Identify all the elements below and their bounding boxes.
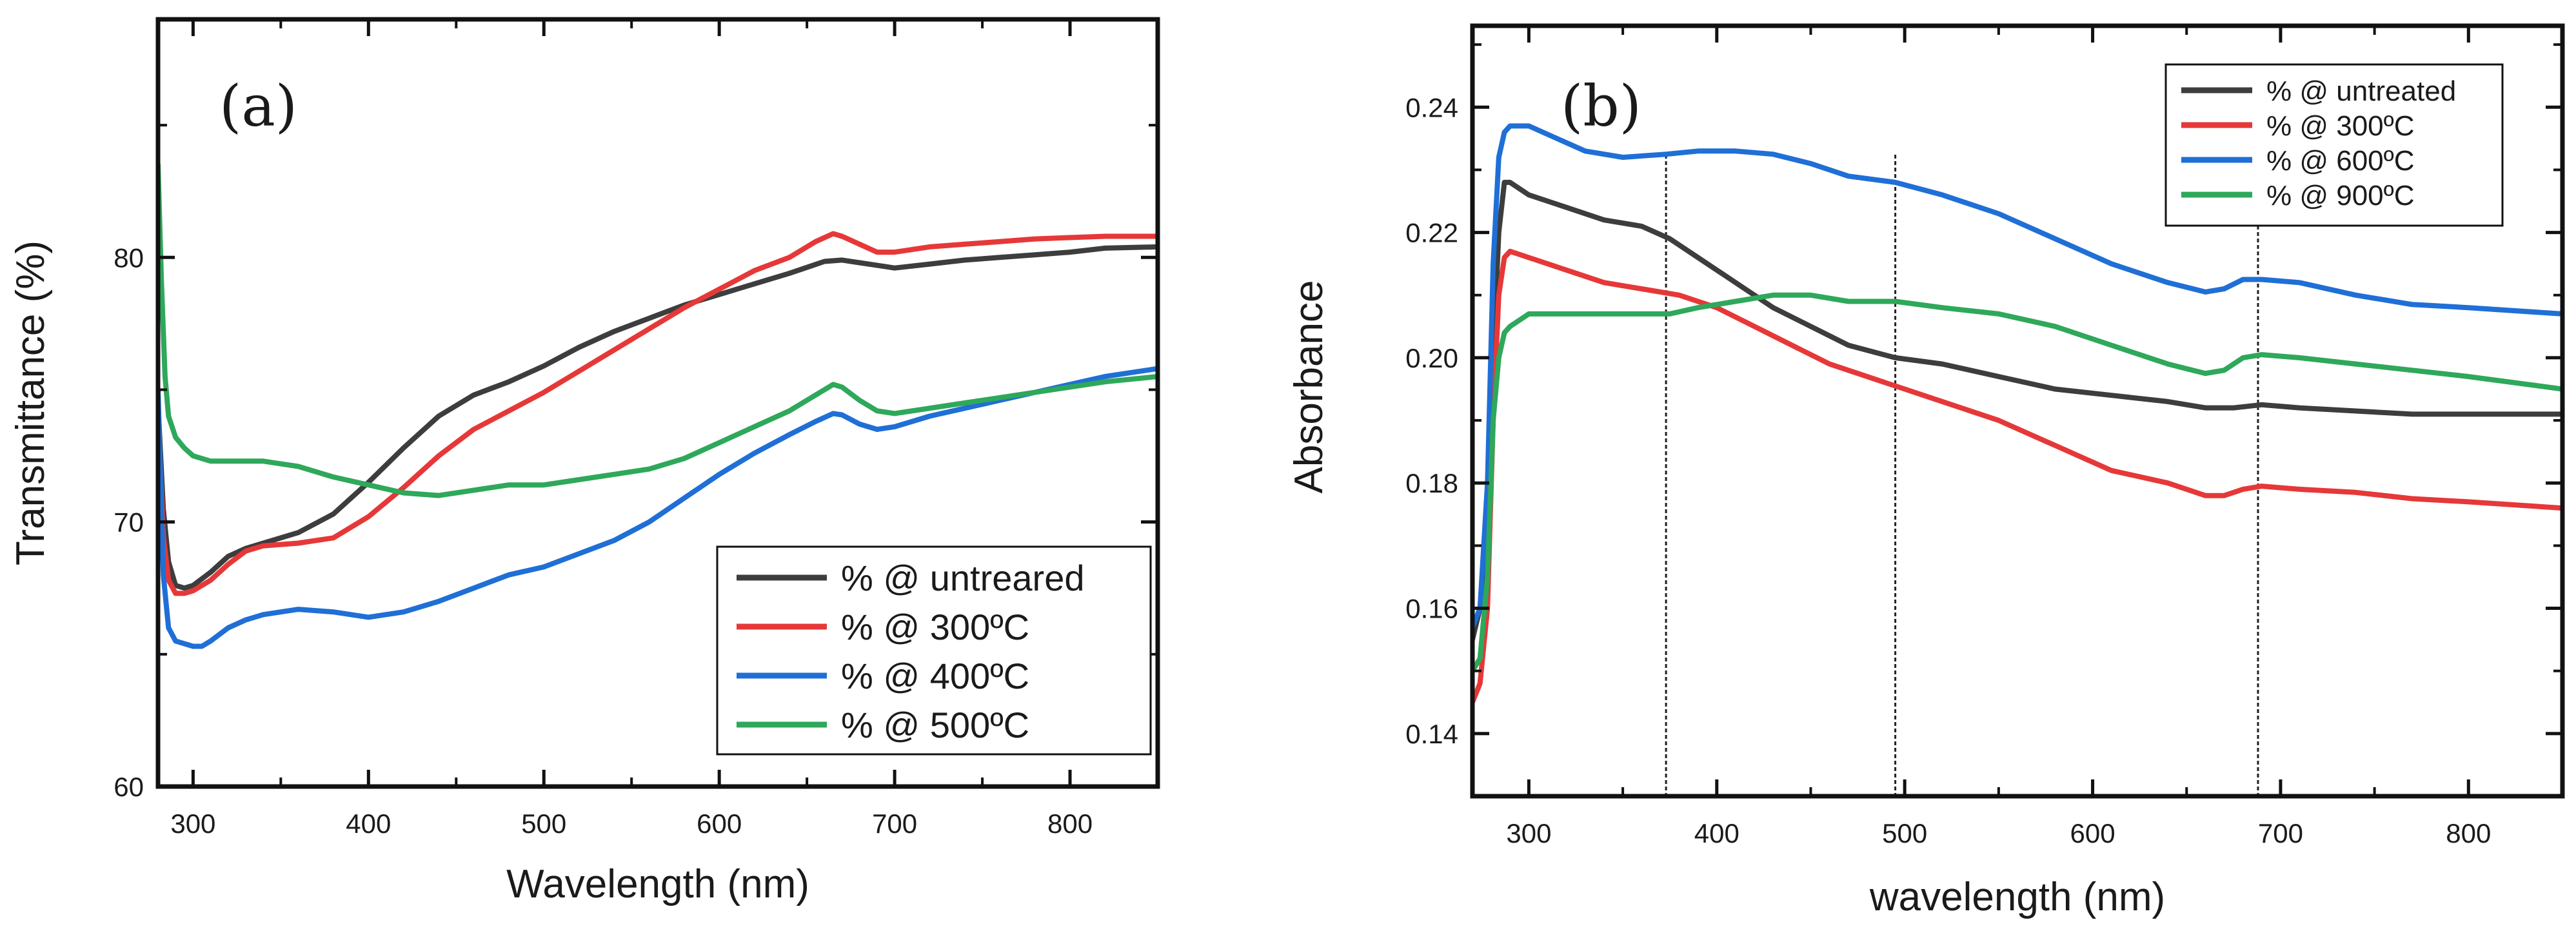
panel-a-y-tick-label: 80 — [114, 242, 144, 273]
panel-b: 300 400 500 600 700 800 0.14 0.16 0.18 0.20 0.22 0.… — [1287, 23, 2565, 919]
panel-b-ylabel: Absorbance — [1287, 280, 1331, 494]
panel-a-series-line-1 — [158, 244, 1158, 591]
panel-a-x-tick-label: 700 — [872, 808, 917, 839]
panel-b-legend: % @ untreated% @ 300ºC% @ 600ºC% @ 900ºC — [2165, 63, 2504, 227]
panel-b-plot-area — [1472, 123, 2562, 796]
panel-b-series-line-3 — [1472, 123, 2562, 630]
panel-a-legend-label-3: % @ 400ºC — [841, 656, 1029, 696]
panel-a-y-tick-label: 70 — [114, 507, 144, 538]
panel-b-legend-label-4: % @ 900ºC — [2266, 180, 2415, 211]
panel-a-series-line-4 — [158, 162, 1158, 498]
panel-b-x-tick-label: 700 — [2258, 818, 2303, 848]
panel-b-legend-items: % @ untreated% @ 300ºC% @ 600ºC% @ 900ºC — [2181, 75, 2456, 211]
panel-a-legend-label-4: % @ 500ºC — [841, 705, 1029, 745]
panel-a-legend-label-2: % @ 300ºC — [841, 607, 1029, 647]
panel-a: 300 400 500 600 700 800 60 70 80 (a) Wavelength … — [8, 17, 1160, 906]
panel-a-x-tick-label: 600 — [697, 808, 742, 839]
panel-a-frame — [155, 17, 1160, 789]
panel-a-y-tick-label: 60 — [114, 772, 144, 802]
panel-a-ticks: 300 400 500 600 700 800 60 70 80 — [114, 19, 1158, 839]
panel-b-y-tick-label: 0.18 — [1405, 468, 1458, 498]
panel-b-y-tick-label: 0.22 — [1405, 218, 1458, 248]
panel-b-series-line-2 — [1472, 248, 2562, 705]
panel-a-legend: % @ untreared % @ 300ºC % @ 400ºC % @ 500ºC — [716, 545, 1152, 756]
panel-b-x-tick-label: 300 — [1506, 818, 1551, 848]
panel-a-plot-area — [158, 162, 1158, 649]
panel-b-legend-label-2: % @ 300ºC — [2266, 110, 2415, 142]
panel-b-y-tick-label: 0.20 — [1405, 343, 1458, 373]
panel-a-x-tick-label: 500 — [521, 808, 566, 839]
panel-b-y-tick-label: 0.24 — [1405, 92, 1458, 122]
panel-b-xlabel: wavelength (nm) — [1869, 875, 2165, 919]
panel-a-x-tick-label: 300 — [170, 808, 215, 839]
panel-b-series-line-4 — [1472, 292, 2562, 674]
panel-b-frame — [1470, 23, 2565, 799]
panel-a-traces — [158, 162, 1158, 649]
panel-b-label: (b) — [1561, 73, 1641, 139]
panel-b-legend-label-1: % @ untreated — [2266, 75, 2456, 107]
panel-b-y-tick-label: 0.16 — [1405, 594, 1458, 624]
panel-b-legend-label-3: % @ 600ºC — [2266, 145, 2415, 177]
panel-b-y-tick-label: 0.14 — [1405, 719, 1458, 749]
panel-b-ticks: 300 400 500 600 700 800 0.14 0.16 0.18 0.20 0.22 0.… — [1405, 26, 2562, 848]
panel-a-label: (a) — [219, 73, 297, 139]
panel-b-x-tick-label: 400 — [1694, 818, 1739, 848]
panel-b-x-tick-label: 600 — [2070, 818, 2115, 848]
panel-a-x-tick-label: 800 — [1047, 808, 1093, 839]
panel-a-series-line-2 — [158, 231, 1158, 596]
panel-b-x-tick-label: 500 — [1882, 818, 1927, 848]
panel-a-legend-label-1: % @ untreared — [841, 558, 1084, 598]
panel-b-x-tick-label: 800 — [2446, 818, 2491, 848]
panel-a-legend-box — [716, 545, 1152, 756]
panel-a-ylabel: Transmittance (%) — [8, 240, 53, 565]
panel-a-legend-items: % @ untreared % @ 300ºC % @ 400ºC % @ 500ºC — [737, 558, 1084, 745]
panel-a-series-line-3 — [158, 366, 1158, 649]
panel-a-x-tick-label: 400 — [346, 808, 391, 839]
panel-b-series-line-1 — [1472, 179, 2562, 643]
panel-b-traces — [1472, 123, 2562, 796]
panel-a-xlabel: Wavelength (nm) — [506, 862, 809, 906]
